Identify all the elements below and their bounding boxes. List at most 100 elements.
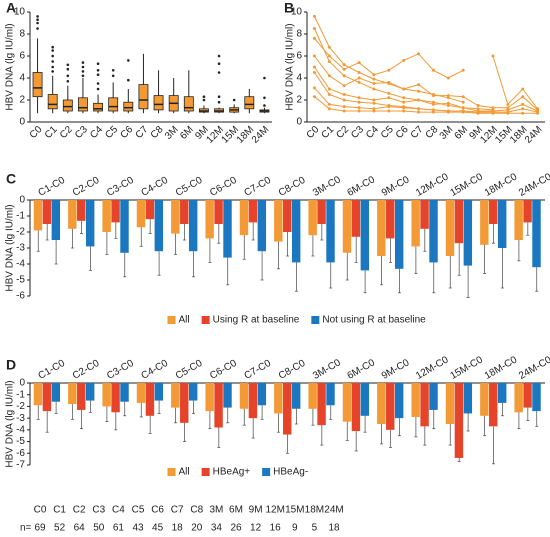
outlier: [81, 65, 85, 69]
point: [417, 89, 421, 93]
outlier: [51, 49, 54, 52]
bar: [445, 383, 455, 424]
outlier: [36, 15, 39, 18]
bar: [291, 383, 301, 409]
outlier: [36, 27, 39, 30]
point: [372, 101, 376, 105]
bar: [360, 383, 370, 416]
y-tick-label: 8: [296, 29, 302, 40]
point: [431, 102, 435, 106]
bar: [420, 200, 429, 229]
y-tick-label: 4: [296, 73, 302, 84]
y-tick-label: 2: [19, 95, 25, 106]
legend-swatch: [167, 468, 176, 476]
point: [342, 93, 346, 96]
table-value: 64: [74, 523, 86, 534]
bar: [145, 200, 155, 220]
legend-swatch: [201, 468, 210, 476]
x-tick-label: 18M-C0: [483, 171, 520, 199]
legend-label: Using R at baseline: [213, 315, 300, 326]
box: [78, 97, 88, 112]
x-tick-label: C6-C0: [208, 175, 239, 199]
point: [417, 110, 421, 114]
bar: [377, 200, 386, 256]
bar: [463, 383, 473, 414]
point: [357, 109, 361, 113]
x-tick-label: 6M-C0: [345, 357, 377, 382]
table-column: C6: [151, 505, 164, 516]
x-tick-label: C7-C0: [242, 175, 273, 199]
bar: [171, 383, 180, 408]
point: [476, 111, 480, 115]
table-value: 5: [312, 523, 318, 534]
y-tick-label: -6: [16, 291, 25, 302]
point: [491, 111, 495, 115]
point: [521, 107, 525, 111]
point: [461, 100, 465, 104]
y-tick-label: 8: [19, 29, 25, 40]
x-tick-label: C6-C0: [208, 358, 239, 382]
table-row-label: n=: [20, 523, 32, 534]
point: [312, 54, 316, 58]
bar: [454, 383, 464, 458]
outlier: [127, 78, 130, 82]
panel-label: C: [6, 171, 16, 187]
bar: [85, 200, 95, 247]
box: [32, 72, 43, 98]
bar: [102, 383, 111, 407]
bar: [239, 383, 249, 409]
bar: [283, 200, 292, 232]
y-tick-label: 0: [296, 117, 302, 128]
bar: [154, 200, 164, 252]
y-tick-label: -5: [16, 275, 25, 286]
point: [506, 102, 510, 106]
table-value: 61: [113, 523, 125, 534]
x-tick-label: 24M-C0: [517, 171, 550, 199]
point: [312, 86, 316, 90]
outlier: [66, 67, 70, 71]
x-tick-label: 12M-C0: [414, 354, 451, 382]
bar: [429, 200, 438, 263]
bar: [205, 383, 214, 412]
bar: [274, 383, 283, 414]
outlier: [51, 60, 54, 63]
point: [506, 106, 510, 110]
bar: [386, 200, 395, 239]
point: [521, 111, 525, 115]
bar: [326, 383, 335, 406]
outlier: [36, 21, 39, 25]
y-tick-label: -3: [16, 413, 25, 424]
x-tick-label: C1-C0: [36, 358, 67, 382]
point: [417, 107, 421, 111]
y-tick-label: -7: [16, 460, 25, 471]
bar: [514, 383, 523, 413]
point: [387, 109, 391, 113]
bar: [532, 383, 541, 412]
y-tick-label: 0: [19, 378, 25, 389]
point: [461, 95, 465, 99]
bar: [342, 383, 352, 422]
bar: [223, 383, 232, 408]
bar: [33, 383, 43, 406]
point: [357, 76, 361, 80]
point: [327, 45, 331, 49]
bar: [308, 383, 317, 409]
table-value: 26: [230, 523, 242, 534]
table-value: 12: [250, 523, 262, 534]
point: [476, 107, 480, 111]
table-column: C1: [53, 505, 66, 516]
bar: [111, 383, 120, 413]
y-tick-label: -3: [16, 243, 25, 254]
x-tick-label: C2-C0: [71, 175, 102, 199]
outlier: [111, 74, 115, 78]
point: [342, 67, 346, 71]
bar: [214, 200, 223, 224]
bar: [351, 383, 361, 432]
y-axis-label: HBV DNA (lg IU/ml): [5, 204, 16, 291]
bar: [489, 200, 498, 224]
point: [342, 84, 346, 88]
table-column: 6M: [229, 505, 243, 516]
box: [108, 97, 119, 112]
bar: [532, 200, 541, 268]
table-value: 43: [132, 523, 144, 534]
